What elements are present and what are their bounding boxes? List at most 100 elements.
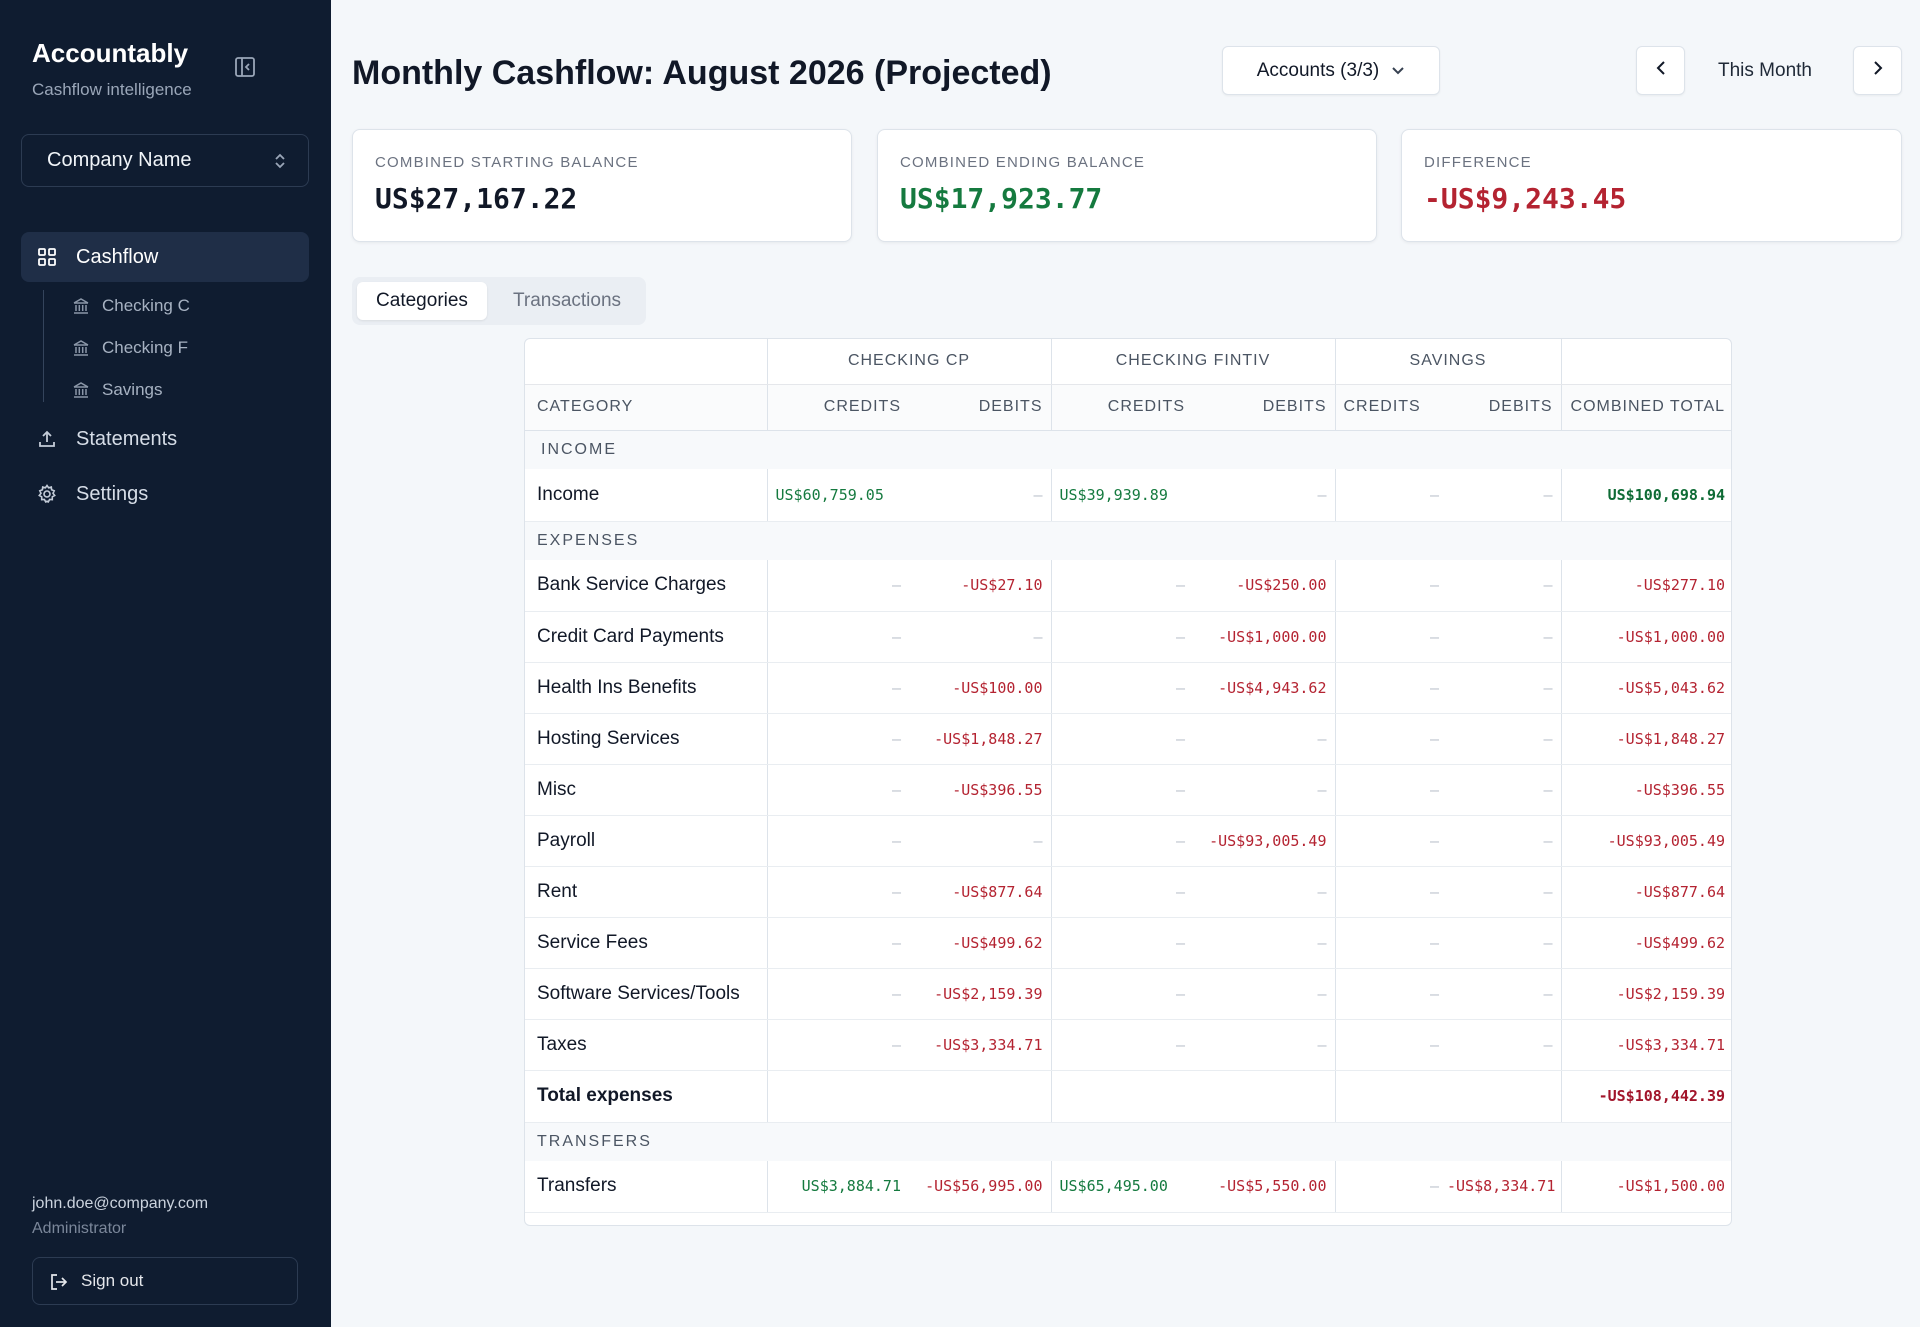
credit-cell: US$39,939.89	[1050, 469, 1193, 522]
column-header-credits[interactable]: CREDITS	[766, 384, 909, 431]
credit-cell: –	[1050, 968, 1193, 1020]
credit-cell: –	[766, 611, 909, 663]
user-email: john.doe@company.com	[32, 1195, 209, 1212]
table-row[interactable]: Rent – -US$877.64– – – – -US$877.64	[525, 866, 1731, 918]
company-select[interactable]: Company Name	[21, 134, 309, 187]
sub-item-label: Checking C	[102, 296, 190, 315]
table-row[interactable]: Health Ins Benefits – -US$100.00– -US$4,943…	[525, 662, 1731, 714]
sub-item-checking-c[interactable]: Checking C	[72, 291, 190, 321]
nav-item-label: Statements	[76, 427, 178, 450]
sub-item-label: Checking F	[102, 338, 188, 357]
card-label: COMBINED ENDING BALANCE	[900, 154, 1146, 171]
debit-cell: –	[1193, 1019, 1335, 1071]
column-header-combined-total[interactable]: COMBINED TOTAL	[1560, 384, 1731, 431]
debit-cell: –	[1447, 764, 1562, 816]
tab-transactions[interactable]: Transactions	[512, 290, 622, 311]
table-row[interactable]: Transfers US$3,884.71 -US$56,995.00 US$6…	[525, 1161, 1731, 1213]
credit-cell: –	[766, 917, 909, 969]
category-name: Service Fees	[525, 917, 767, 969]
prev-month-button[interactable]	[1636, 46, 1685, 95]
empty-cell	[909, 1070, 1051, 1123]
debit-cell: –	[1447, 917, 1562, 969]
nav-item-label: Settings	[76, 482, 149, 505]
table-row[interactable]: Bank Service Charges – -US$27.10– -US$250.0…	[525, 560, 1731, 612]
card-value: US$17,923.77	[900, 182, 1103, 215]
debit-cell: -US$8,334.71	[1447, 1161, 1562, 1213]
column-header-debits[interactable]: DEBITS	[1193, 384, 1335, 431]
accounts-dropdown[interactable]: Accounts (3/3)	[1222, 46, 1440, 95]
group-header-checking-fintiv: CHECKING FINTIV	[1050, 339, 1335, 385]
chevron-updown-icon	[272, 151, 288, 177]
total-cell: -US$1,500.00	[1560, 1161, 1731, 1213]
user-role: Administrator	[32, 1220, 127, 1237]
credit-cell: –	[766, 968, 909, 1020]
empty-cell	[1193, 1070, 1335, 1123]
sign-out-icon	[49, 1272, 69, 1292]
credit-cell: –	[1334, 469, 1447, 522]
debit-cell: –	[1447, 560, 1562, 612]
debit-cell: -US$396.55	[909, 764, 1051, 816]
section-header-income: INCOME	[525, 430, 1731, 469]
credit-cell: –	[1050, 917, 1193, 969]
view-tabs: Categories Transactions	[352, 277, 646, 325]
column-header-debits[interactable]: DEBITS	[1447, 384, 1562, 431]
sub-item-label: Savings	[102, 380, 163, 399]
credit-cell: –	[766, 866, 909, 918]
tab-categories[interactable]: Categories	[357, 282, 487, 320]
total-cell: US$100,698.94	[1560, 469, 1731, 522]
total-cell: -US$93,005.49	[1560, 815, 1731, 867]
credit-cell: –	[1334, 866, 1447, 918]
credit-cell: –	[1334, 713, 1447, 765]
panel-collapse-icon[interactable]	[234, 56, 256, 78]
credit-cell: –	[766, 1019, 909, 1071]
group-header-savings: SAVINGS	[1334, 339, 1562, 385]
nav-item-cashflow[interactable]: Cashflow	[21, 232, 309, 282]
table-row[interactable]: Payroll – – – -US$93,005.49– – -US$93,005.49	[525, 815, 1731, 867]
starting-balance-card: COMBINED STARTING BALANCE US$27,167.22	[352, 129, 852, 242]
table-row[interactable]: Credit Card Payments – – – -US$1,000.00– – -US…	[525, 611, 1731, 663]
debit-cell: -US$5,550.00	[1193, 1161, 1335, 1213]
total-expenses-label: Total expenses	[525, 1070, 767, 1123]
debit-cell: –	[1193, 713, 1335, 765]
credit-cell: –	[1334, 662, 1447, 714]
debit-cell: -US$499.62	[909, 917, 1051, 969]
credit-cell: –	[1334, 815, 1447, 867]
credit-cell: –	[1050, 764, 1193, 816]
total-cell: -US$5,043.62	[1560, 662, 1731, 714]
debit-cell: -US$1,848.27	[909, 713, 1051, 765]
table-row[interactable]: Misc – -US$396.55– – – – -US$396.55	[525, 764, 1731, 816]
credit-cell: –	[766, 560, 909, 612]
sub-item-checking-f[interactable]: Checking F	[72, 333, 188, 363]
category-name: Hosting Services	[525, 713, 767, 765]
table-row[interactable]: Income US$60,759.05 – US$39,939.89 – – –…	[525, 469, 1731, 522]
nav-item-settings[interactable]: Settings	[21, 469, 309, 519]
column-header-debits[interactable]: DEBITS	[909, 384, 1051, 431]
brand-name: Accountably	[32, 38, 189, 68]
subnav-divider	[43, 290, 44, 402]
debit-cell: –	[1447, 662, 1562, 714]
column-header-category[interactable]: CATEGORY	[525, 384, 767, 431]
table-row[interactable]: Taxes – -US$3,334.71– – – – -US$3,334.71	[525, 1019, 1731, 1071]
column-header-credits[interactable]: CREDITS	[1050, 384, 1193, 431]
card-value: -US$9,243.45	[1424, 182, 1627, 215]
sub-item-savings[interactable]: Savings	[72, 375, 162, 405]
table-row[interactable]: Software Services/Tools – -US$2,159.39– – – –…	[525, 968, 1731, 1020]
credit-cell: –	[1334, 560, 1447, 612]
grid-icon	[37, 247, 57, 267]
next-month-button[interactable]	[1853, 46, 1902, 95]
empty-cell	[1050, 1070, 1193, 1123]
credit-cell: –	[1050, 713, 1193, 765]
category-name: Software Services/Tools	[525, 968, 767, 1020]
bank-icon	[72, 297, 90, 315]
total-cell: -US$396.55	[1560, 764, 1731, 816]
category-name: Misc	[525, 764, 767, 816]
nav-item-statements[interactable]: Statements	[21, 414, 309, 464]
column-header-credits[interactable]: CREDITS	[1334, 384, 1447, 431]
table-row[interactable]: Hosting Services – -US$1,848.27– – – – -US$1,8…	[525, 713, 1731, 765]
category-name: Payroll	[525, 815, 767, 867]
sign-out-button[interactable]: Sign out	[32, 1257, 298, 1305]
credit-cell: –	[1334, 1019, 1447, 1071]
table-row[interactable]: Service Fees – -US$499.62– – – – -US$499.62	[525, 917, 1731, 969]
section-header-expenses: EXPENSES	[525, 521, 1731, 560]
sign-out-label: Sign out	[81, 1271, 144, 1290]
